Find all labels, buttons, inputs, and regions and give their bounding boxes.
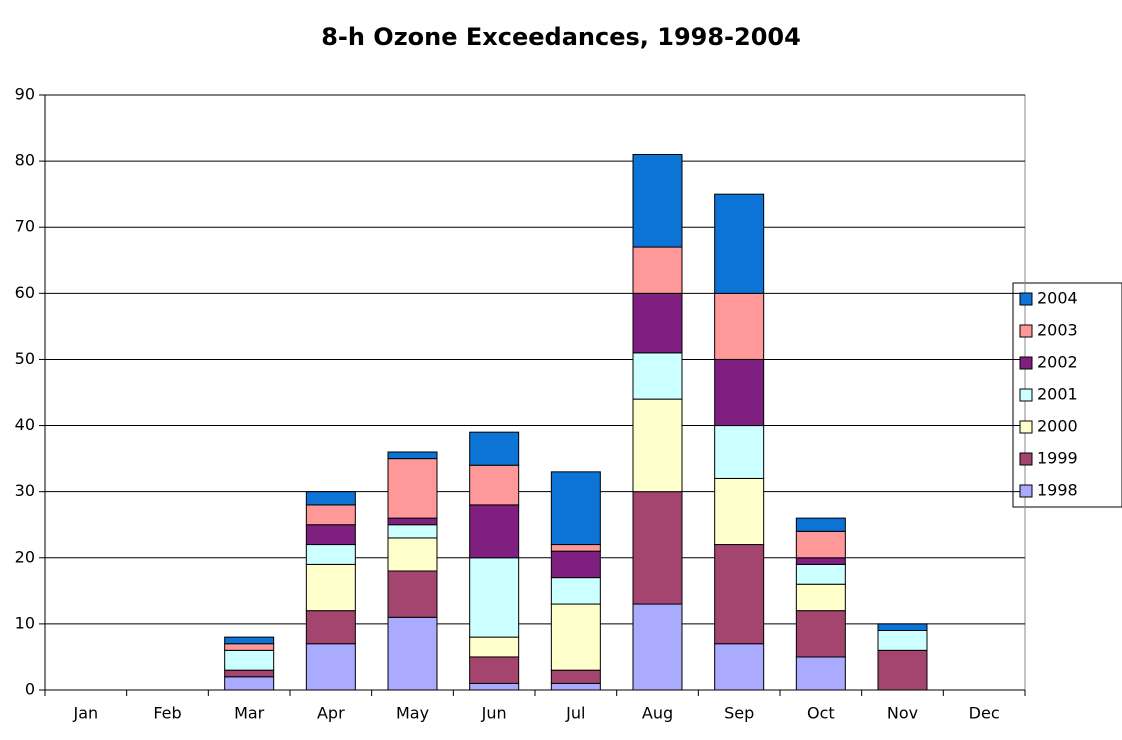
x-tick-label: Jan bbox=[72, 704, 98, 723]
bar-segment bbox=[795, 656, 846, 691]
bar-segment bbox=[714, 358, 765, 427]
x-tick-label: Dec bbox=[969, 704, 1000, 723]
bar-segment bbox=[469, 682, 520, 691]
bar-segment bbox=[387, 451, 438, 460]
bar-segment bbox=[795, 530, 846, 559]
bar-segment bbox=[714, 193, 765, 294]
y-tick-label: 50 bbox=[15, 349, 35, 368]
x-tick-label: May bbox=[396, 704, 429, 723]
plot-area bbox=[44, 94, 1026, 691]
x-tick-label: Mar bbox=[234, 704, 265, 723]
bar-segment bbox=[224, 643, 275, 651]
bar-segment bbox=[387, 517, 438, 526]
bar-segment bbox=[305, 504, 356, 526]
bar-segment bbox=[550, 544, 601, 552]
bar-segment bbox=[795, 557, 846, 565]
legend-label: 1999 bbox=[1037, 449, 1078, 468]
bar-segment bbox=[632, 246, 683, 294]
bar-segment bbox=[305, 643, 356, 691]
x-tick-label: Aug bbox=[642, 704, 673, 723]
y-tick-label: 90 bbox=[15, 85, 35, 104]
bar-segment bbox=[714, 643, 765, 691]
legend-label: 2004 bbox=[1037, 289, 1078, 308]
legend-swatch bbox=[1019, 420, 1033, 434]
legend-swatch bbox=[1019, 452, 1033, 466]
bar-segment bbox=[795, 517, 846, 532]
bar-segment bbox=[469, 636, 520, 658]
chart-title: 8-h Ozone Exceedances, 1998-2004 bbox=[321, 23, 801, 51]
bar-segment bbox=[877, 623, 928, 632]
bar-segment bbox=[224, 676, 275, 691]
bar-segment bbox=[224, 649, 275, 671]
legend-swatch bbox=[1019, 484, 1033, 498]
legend-label: 2001 bbox=[1037, 385, 1078, 404]
bar-segment bbox=[632, 352, 683, 400]
y-tick-label: 20 bbox=[15, 547, 35, 566]
bar-segment bbox=[632, 292, 683, 354]
bar-segment bbox=[714, 477, 765, 546]
bar-segment bbox=[632, 491, 683, 605]
bar-segment bbox=[305, 544, 356, 565]
legend-label: 1998 bbox=[1037, 481, 1078, 500]
bar-segment bbox=[305, 524, 356, 546]
x-tick-label: Jul bbox=[565, 704, 585, 723]
y-tick-label: 30 bbox=[15, 481, 35, 500]
y-tick-label: 10 bbox=[15, 613, 35, 632]
bar-segment bbox=[714, 544, 765, 645]
bar-segment bbox=[550, 577, 601, 605]
bar-segment bbox=[632, 154, 683, 248]
bar-segment bbox=[387, 458, 438, 519]
x-tick-label: Nov bbox=[887, 704, 918, 723]
bar-segment bbox=[877, 649, 928, 691]
bar-segment bbox=[469, 431, 520, 466]
legend-swatch bbox=[1019, 388, 1033, 402]
bar-segment bbox=[632, 603, 683, 691]
bar-segment bbox=[224, 669, 275, 678]
bar-segment bbox=[387, 616, 438, 691]
bar-segment bbox=[795, 610, 846, 658]
bar-segment bbox=[469, 557, 520, 638]
legend-swatch bbox=[1019, 324, 1033, 338]
legend-swatch bbox=[1019, 356, 1033, 370]
bar-segment bbox=[795, 583, 846, 612]
y-tick-label: 70 bbox=[15, 217, 35, 236]
bar-segment bbox=[469, 656, 520, 684]
bar-segment bbox=[795, 563, 846, 585]
bar-segment bbox=[305, 491, 356, 506]
y-tick-label: 80 bbox=[15, 151, 35, 170]
y-tick-label: 60 bbox=[15, 283, 35, 302]
bar-segment bbox=[550, 550, 601, 579]
bar-segment bbox=[387, 524, 438, 539]
legend-label: 2003 bbox=[1037, 321, 1078, 340]
x-tick-label: Feb bbox=[153, 704, 181, 723]
bar-segment bbox=[632, 398, 683, 493]
x-tick-label: Jun bbox=[481, 704, 507, 723]
y-tick-label: 0 bbox=[25, 680, 35, 699]
legend-label: 2002 bbox=[1037, 353, 1078, 372]
x-tick-label: Oct bbox=[807, 704, 835, 723]
y-tick-label: 40 bbox=[15, 415, 35, 434]
legend-swatch bbox=[1019, 292, 1033, 306]
bar-segment bbox=[550, 682, 601, 691]
bar-segment bbox=[305, 610, 356, 645]
bar-segment bbox=[550, 471, 601, 546]
bar-segment bbox=[714, 425, 765, 479]
bar-segment bbox=[469, 464, 520, 506]
bar-segment bbox=[877, 630, 928, 651]
x-tick-label: Sep bbox=[724, 704, 754, 723]
bar-segment bbox=[387, 570, 438, 618]
bar-segment bbox=[469, 504, 520, 559]
x-tick-label: Apr bbox=[317, 704, 345, 723]
legend-label: 2000 bbox=[1037, 417, 1078, 436]
bar-segment bbox=[714, 292, 765, 360]
bar-segment bbox=[224, 636, 275, 645]
bar-segment bbox=[305, 563, 356, 612]
bar-segment bbox=[387, 537, 438, 572]
bar-segment bbox=[550, 669, 601, 684]
bar-segment bbox=[550, 603, 601, 671]
